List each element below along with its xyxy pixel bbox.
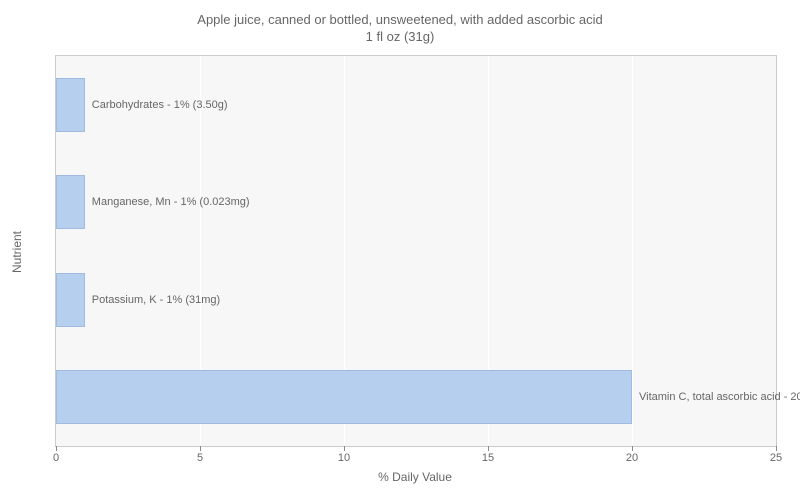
bar: Manganese, Mn - 1% (0.023mg) bbox=[56, 175, 85, 229]
bar-label: Vitamin C, total ascorbic acid - 20% (11… bbox=[639, 391, 800, 403]
x-tick bbox=[488, 446, 489, 451]
x-tick bbox=[776, 446, 777, 451]
bar-label: Manganese, Mn - 1% (0.023mg) bbox=[92, 196, 250, 208]
chart-container: Apple juice, canned or bottled, unsweete… bbox=[0, 0, 800, 500]
x-tick-label: 5 bbox=[197, 452, 203, 464]
chart-title-line1: Apple juice, canned or bottled, unsweete… bbox=[0, 12, 800, 29]
x-tick-label: 25 bbox=[770, 452, 782, 464]
bar: Potassium, K - 1% (31mg) bbox=[56, 273, 85, 327]
x-tick-label: 10 bbox=[338, 452, 350, 464]
x-tick bbox=[632, 446, 633, 451]
x-tick-label: 20 bbox=[626, 452, 638, 464]
x-tick bbox=[344, 446, 345, 451]
x-tick bbox=[200, 446, 201, 451]
plot-area: 0510152025Carbohydrates - 1% (3.50g)Mang… bbox=[55, 55, 777, 447]
chart-title: Apple juice, canned or bottled, unsweete… bbox=[0, 0, 800, 46]
bar: Vitamin C, total ascorbic acid - 20% (11… bbox=[56, 370, 632, 424]
x-tick-label: 0 bbox=[53, 452, 59, 464]
y-axis-label: Nutrient bbox=[10, 222, 24, 282]
bar: Carbohydrates - 1% (3.50g) bbox=[56, 78, 85, 132]
x-tick-label: 15 bbox=[482, 452, 494, 464]
bar-label: Potassium, K - 1% (31mg) bbox=[92, 294, 220, 306]
x-axis-label: % Daily Value bbox=[55, 470, 775, 484]
bar-label: Carbohydrates - 1% (3.50g) bbox=[92, 99, 228, 111]
x-tick bbox=[56, 446, 57, 451]
chart-title-line2: 1 fl oz (31g) bbox=[0, 29, 800, 46]
gridline bbox=[632, 56, 633, 446]
